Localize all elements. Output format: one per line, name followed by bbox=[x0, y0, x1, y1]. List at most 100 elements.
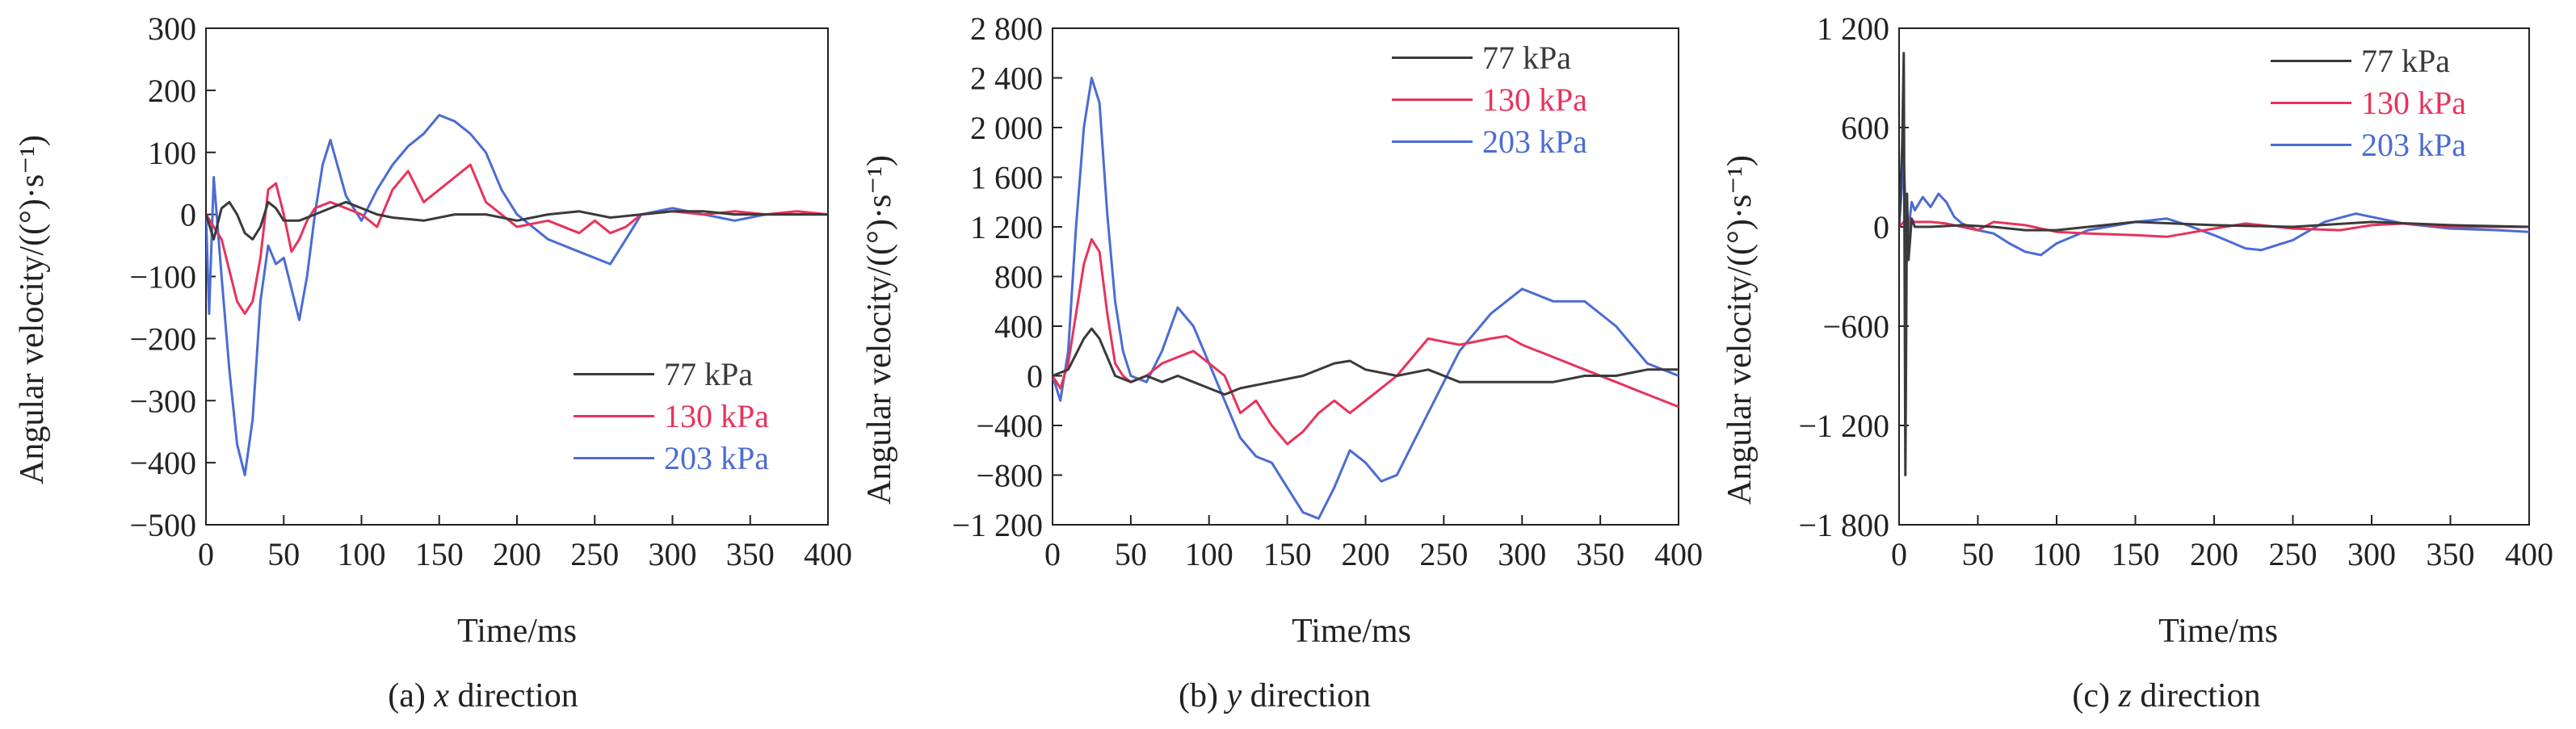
legend-item: 130 kPa bbox=[574, 397, 769, 434]
y-tick-label: 100 bbox=[148, 135, 196, 171]
series-line-203-kpa bbox=[1899, 159, 2529, 257]
y-tick-label: −400 bbox=[976, 408, 1043, 444]
legend: 77 kPa 130 kPa 203 kPa bbox=[2271, 42, 2545, 171]
x-tick-label: 50 bbox=[1115, 536, 1147, 572]
y-axis-title: Angular velocity/((°)·s⁻¹) bbox=[1721, 155, 1759, 505]
y-tick-label: 1 200 bbox=[1817, 10, 1889, 47]
caption-axis: z bbox=[2118, 677, 2132, 714]
legend-label: 77 kPa bbox=[664, 355, 753, 392]
y-tick-label: −1 800 bbox=[1798, 507, 1889, 543]
legend-swatch bbox=[1392, 56, 1473, 59]
x-tick-label: 350 bbox=[726, 536, 775, 572]
y-tick-label: −600 bbox=[1822, 308, 1889, 345]
plot-area-svg: −1 200 −800 −400 0 400 800 1 200 1 600 2 000 2 40… bbox=[952, 10, 1703, 572]
legend-swatch bbox=[2271, 143, 2351, 146]
x-tick-label: 0 bbox=[1891, 536, 1907, 572]
y-tick-label: 2 800 bbox=[970, 10, 1043, 47]
legend-item: 203 kPa bbox=[1392, 123, 1587, 160]
legend: 77 kPa 130 kPa 203 kPa bbox=[1392, 39, 1666, 168]
x-tick-label: 300 bbox=[1498, 536, 1546, 572]
x-tick-label: 150 bbox=[415, 536, 464, 572]
legend-swatch bbox=[574, 372, 654, 375]
legend-label: 77 kPa bbox=[2361, 42, 2450, 79]
caption-axis: y bbox=[1226, 677, 1242, 714]
legend-item: 77 kPa bbox=[574, 355, 753, 392]
y-tick-label: 1 200 bbox=[970, 209, 1043, 245]
x-tick-label: 200 bbox=[493, 536, 541, 572]
x-tick-label: 300 bbox=[649, 536, 697, 572]
legend-label: 203 kPa bbox=[1482, 123, 1587, 160]
y-tick-label: −300 bbox=[129, 383, 196, 419]
y-tick-label: 400 bbox=[994, 308, 1043, 345]
x-tick-label: 250 bbox=[1419, 536, 1468, 572]
x-tick-label: 250 bbox=[2269, 536, 2318, 572]
x-tick-label: 400 bbox=[2505, 536, 2553, 572]
x-tick-label: 50 bbox=[1962, 536, 1994, 572]
legend-swatch bbox=[2271, 59, 2351, 62]
chart-panel-c: −1 800 −1 200 −600 0 600 1 200 0 50 100 150 200 250… bbox=[1717, 0, 2576, 729]
series-line-203-kpa bbox=[1053, 77, 1679, 520]
x-axis-title: Time/ms bbox=[457, 613, 577, 650]
legend-item: 203 kPa bbox=[2271, 126, 2466, 163]
x-tick-label: 400 bbox=[1654, 536, 1703, 572]
y-tick-label: −400 bbox=[129, 445, 196, 481]
series-line-77-kpa bbox=[1899, 52, 2529, 476]
series-line-130-kpa bbox=[1899, 217, 2529, 238]
legend-label: 203 kPa bbox=[2361, 126, 2466, 163]
y-tick-label: −800 bbox=[976, 458, 1043, 494]
y-tick-label: 0 bbox=[1027, 358, 1043, 395]
caption-suffix: direction bbox=[1242, 677, 1371, 714]
x-tick-label: 200 bbox=[2190, 536, 2238, 572]
legend-swatch bbox=[2271, 101, 2351, 104]
x-tick-label: 100 bbox=[1185, 536, 1233, 572]
y-tick-label: 300 bbox=[148, 10, 196, 47]
legend-label: 130 kPa bbox=[2361, 84, 2466, 121]
x-tick-label: 400 bbox=[804, 536, 852, 572]
legend-swatch bbox=[574, 456, 654, 459]
legend-swatch bbox=[574, 414, 654, 417]
legend-label: 130 kPa bbox=[664, 397, 769, 434]
y-tick-label: 2 000 bbox=[970, 110, 1043, 146]
panel-caption: (c) z direction bbox=[2072, 677, 2260, 715]
legend-item: 130 kPa bbox=[2271, 84, 2466, 121]
series-line-77-kpa bbox=[206, 200, 828, 241]
legend-item: 77 kPa bbox=[1392, 39, 1571, 76]
x-tick-label: 150 bbox=[2112, 536, 2160, 572]
y-tick-label: 800 bbox=[994, 259, 1043, 295]
legend-label: 203 kPa bbox=[664, 439, 769, 476]
series-line-130-kpa bbox=[1053, 237, 1679, 446]
legend-label: 77 kPa bbox=[1482, 39, 1571, 76]
caption-prefix: (b) bbox=[1179, 677, 1227, 714]
plot-area-svg: −500 −400 −300 −200 −100 0 100 200 300 0 50 100 150 2… bbox=[129, 10, 852, 572]
caption-suffix: direction bbox=[2131, 677, 2261, 714]
series-line-203-kpa bbox=[206, 114, 828, 476]
x-tick-label: 100 bbox=[2032, 536, 2081, 572]
x-tick-label: 250 bbox=[570, 536, 619, 572]
chart-panel-b: −1 200 −800 −400 0 400 800 1 200 1 600 2 000 2 40… bbox=[859, 0, 1717, 729]
x-tick-label: 0 bbox=[198, 536, 214, 572]
series-group bbox=[1053, 77, 1679, 520]
y-tick-label: 2 400 bbox=[970, 61, 1043, 97]
x-axis-title: Time/ms bbox=[1292, 613, 1411, 650]
legend-item: 203 kPa bbox=[574, 439, 769, 476]
caption-suffix: direction bbox=[449, 677, 578, 714]
x-tick-label: 150 bbox=[1263, 536, 1312, 572]
caption-prefix: (a) bbox=[388, 677, 435, 714]
x-tick-label: 350 bbox=[1576, 536, 1624, 572]
series-line-77-kpa bbox=[1053, 327, 1679, 396]
series-group bbox=[1899, 52, 2529, 476]
y-axis-title: Angular velocity/((°)·s⁻¹) bbox=[861, 155, 898, 505]
x-tick-label: 0 bbox=[1044, 536, 1061, 572]
plot-area-svg: −1 800 −1 200 −600 0 600 1 200 0 50 100 150 200 250… bbox=[1798, 10, 2553, 572]
y-tick-label: −500 bbox=[129, 507, 196, 543]
legend-item: 130 kPa bbox=[1392, 81, 1587, 118]
y-tick-label: −100 bbox=[129, 259, 196, 295]
y-tick-label: 600 bbox=[1841, 110, 1889, 146]
y-axis-title: Angular velocity/((°)·s⁻¹) bbox=[14, 135, 51, 484]
x-tick-label: 50 bbox=[267, 536, 300, 572]
caption-axis: x bbox=[434, 677, 449, 714]
series-line-130-kpa bbox=[206, 163, 828, 316]
y-tick-label: 200 bbox=[148, 73, 196, 109]
x-tick-label: 350 bbox=[2427, 536, 2475, 572]
x-axis-title: Time/ms bbox=[2158, 613, 2278, 650]
